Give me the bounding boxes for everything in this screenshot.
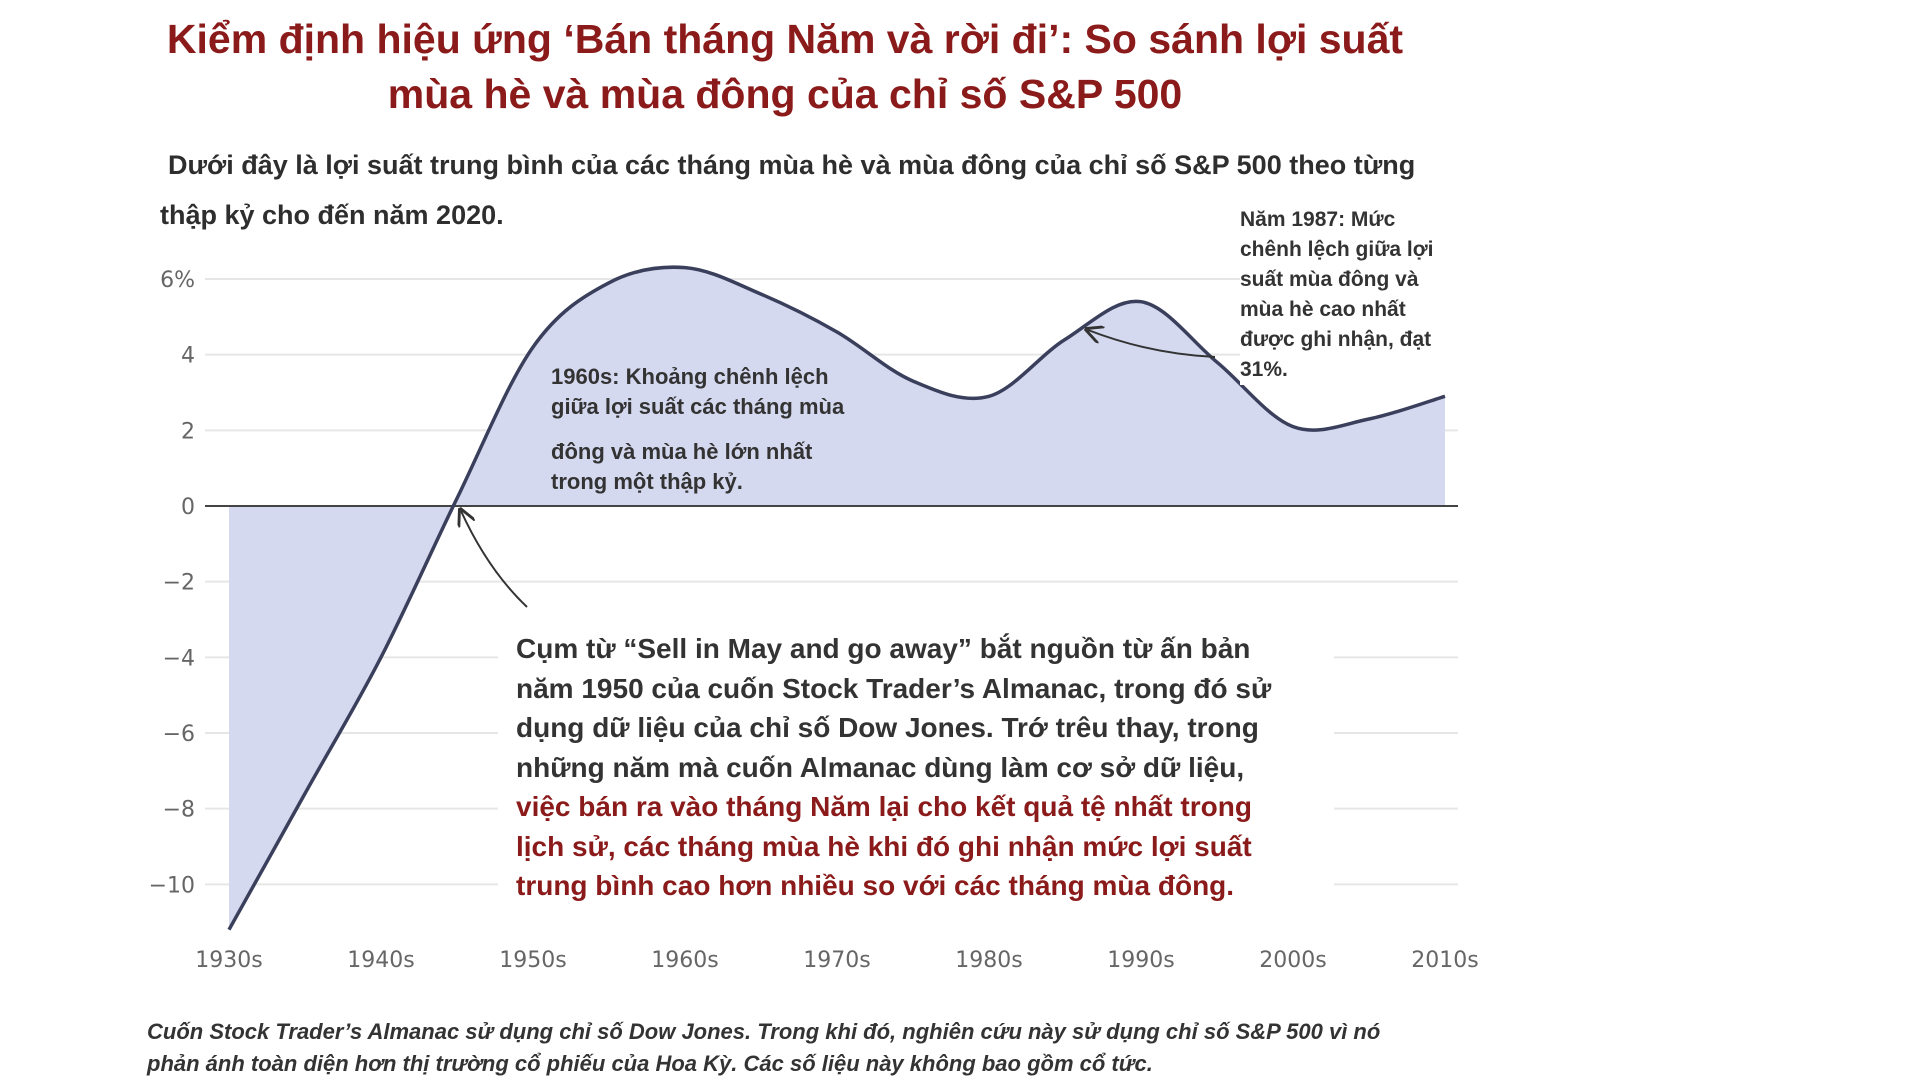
x-tick-label: 1940s xyxy=(347,948,414,973)
x-tick-label: 1950s xyxy=(499,948,566,973)
y-tick-label: 6% xyxy=(160,268,195,293)
annotation-1987-line: mùa hè cao nhất xyxy=(1240,298,1406,321)
y-tick-label: −10 xyxy=(149,873,195,898)
x-tick-label: 1930s xyxy=(195,948,262,973)
annotation-1987-line: Năm 1987: Mức xyxy=(1240,208,1396,231)
y-tick-label: 4 xyxy=(181,344,195,369)
annotation-1987-line: suất mùa đông và xyxy=(1240,268,1419,291)
data-point xyxy=(1290,424,1296,430)
annotation-main: Cụm từ “Sell in May and go away” bắt ngu… xyxy=(498,621,1334,916)
data-point xyxy=(682,265,688,271)
annotation-1960s-line: đông và mùa hè lớn nhất xyxy=(551,439,813,464)
annotation-1960s-line: giữa lợi suất các tháng mùa xyxy=(551,394,845,419)
x-tick-label: 1960s xyxy=(651,948,718,973)
x-tick-label: 2000s xyxy=(1259,948,1326,973)
data-point xyxy=(454,495,460,501)
y-tick-label: −4 xyxy=(163,646,195,671)
data-point xyxy=(1366,416,1372,422)
data-point xyxy=(1214,359,1220,365)
annotation-main-highlight-line: lịch sử, các tháng mùa hè khi đó ghi nhậ… xyxy=(516,830,1252,862)
footnote-line-1: Cuốn Stock Trader’s Almanac sử dụng chỉ … xyxy=(147,1019,1381,1044)
x-tick-label: 1970s xyxy=(803,948,870,973)
data-point xyxy=(606,280,612,286)
x-tick-label: 1980s xyxy=(955,948,1022,973)
x-tick-label: 1990s xyxy=(1107,948,1174,973)
title-line-2: mùa hè và mùa đông của chỉ số S&P 500 xyxy=(387,71,1183,117)
annotation-main-line: năm 1950 của cuốn Stock Trader’s Almanac… xyxy=(516,672,1272,704)
subtitle-line-1: Dưới đây là lợi suất trung bình của các … xyxy=(168,150,1416,180)
series-area xyxy=(229,267,1445,930)
data-point xyxy=(1138,299,1144,305)
y-tick-label: −6 xyxy=(163,722,195,747)
y-tick-label: −8 xyxy=(163,798,195,823)
footnote-line-2: phản ánh toàn diện hơn thị trường cổ phi… xyxy=(147,1051,1153,1076)
x-axis-ticks: 1930s 1940s 1950s 1960s 1970s 1980s 1990s 2000s… xyxy=(195,948,1478,973)
annotation-main-line: dụng dữ liệu của chỉ số Dow Jones. Trớ t… xyxy=(516,712,1259,743)
y-axis-ticks: 6% 4 2 0 −2 −4 −6 −8 −10 xyxy=(149,268,195,898)
title-line-1: Kiểm định hiệu ứng ‘Bán tháng Năm và rời… xyxy=(166,16,1404,62)
annotation-1960s: 1960s: Khoảng chênh lệch giữa lợi suất c… xyxy=(551,362,911,497)
y-tick-label: −2 xyxy=(163,571,195,596)
annotation-main-highlight-line: trung bình cao hơn nhiều so với các thán… xyxy=(516,870,1235,901)
data-point xyxy=(530,344,536,350)
annotation-1987-line: 31%. xyxy=(1240,358,1288,381)
annotation-1987-line: chênh lệch giữa lợi xyxy=(1240,238,1434,261)
annotation-1960s-line: trong một thập kỷ. xyxy=(551,469,743,494)
data-point xyxy=(758,291,764,297)
data-point xyxy=(378,654,384,660)
footnote: Cuốn Stock Trader’s Almanac sử dụng chỉ … xyxy=(147,1016,1487,1080)
data-point xyxy=(834,329,840,335)
data-point xyxy=(302,791,308,797)
y-tick-label: 2 xyxy=(181,419,195,444)
annotation-1960s-line: 1960s: Khoảng chênh lệch xyxy=(551,364,829,389)
series-line xyxy=(227,265,1446,931)
data-point xyxy=(986,393,992,399)
annotation-main-line: Cụm từ “Sell in May and go away” bắt ngu… xyxy=(516,633,1251,664)
x-tick-label: 2010s xyxy=(1411,948,1478,973)
annotation-1987: Năm 1987: Mức chênh lệch giữa lợi suất m… xyxy=(1240,205,1470,385)
annotation-main-line: những năm mà cuốn Almanac dùng làm cơ sở… xyxy=(516,751,1245,783)
y-tick-label: 0 xyxy=(181,495,195,520)
annotation-main-highlight-line: việc bán ra vào tháng Năm lại cho kết qu… xyxy=(516,791,1252,822)
data-point xyxy=(1442,393,1448,399)
subtitle-line-2: thập kỷ cho đến năm 2020. xyxy=(160,200,504,230)
page-title: Kiểm định hiệu ứng ‘Bán tháng Năm và rời… xyxy=(0,12,1570,122)
annotation-1987-line: được ghi nhận, đạt xyxy=(1240,328,1432,351)
data-point xyxy=(1062,337,1068,343)
subtitle: Dưới đây là lợi suất trung bình của các … xyxy=(160,140,1460,240)
arrow-1987 xyxy=(1088,330,1216,358)
arrow-1950 xyxy=(461,511,528,608)
data-point xyxy=(226,927,232,933)
